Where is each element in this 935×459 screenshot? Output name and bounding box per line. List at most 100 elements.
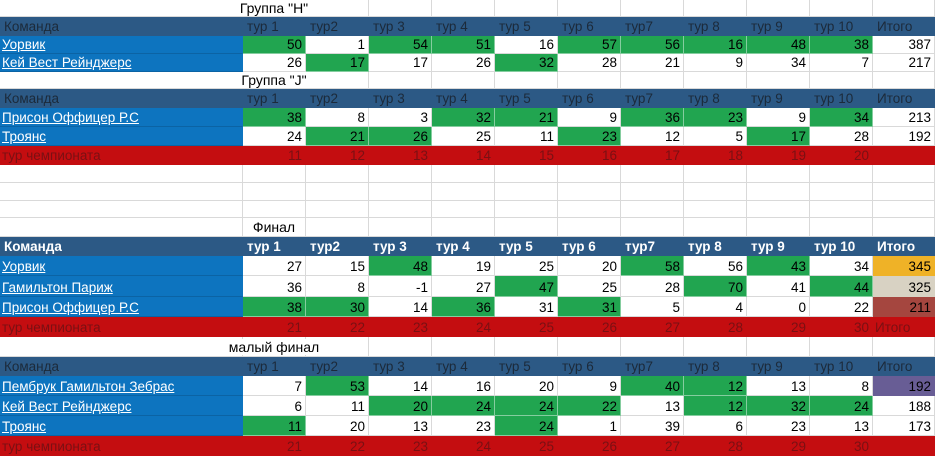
championship-round-cell[interactable]: 21 (243, 317, 306, 337)
score-cell[interactable]: 11 (306, 396, 369, 416)
championship-round-cell[interactable]: 11 (243, 146, 306, 165)
column-header-round-6[interactable]: тур 6 (558, 237, 621, 256)
total-cell-gold[interactable]: 345 (873, 256, 935, 276)
score-cell[interactable]: 48 (747, 36, 810, 54)
score-cell[interactable]: 34 (747, 54, 810, 72)
score-cell[interactable]: 13 (621, 396, 684, 416)
column-header-round-3[interactable]: тур 3 (369, 357, 432, 376)
score-cell[interactable]: 20 (369, 396, 432, 416)
score-cell[interactable]: 6 (684, 416, 747, 436)
column-header-round-10[interactable]: тур 10 (810, 237, 873, 256)
score-cell[interactable]: 8 (306, 276, 369, 297)
column-header-round-6[interactable]: тур 6 (558, 17, 621, 36)
column-header-round-10[interactable]: тур 10 (810, 89, 873, 108)
column-header-round-9[interactable]: тур 9 (747, 237, 810, 256)
score-cell[interactable]: 36 (432, 297, 495, 317)
championship-round-cell[interactable]: 17 (621, 146, 684, 165)
column-header-round-8[interactable]: тур 8 (684, 357, 747, 376)
championship-round-cell[interactable]: 23 (369, 436, 432, 456)
championship-round-cell[interactable]: 20 (810, 146, 873, 165)
column-header-round-8[interactable]: тур 8 (684, 237, 747, 256)
score-cell[interactable]: 7 (810, 54, 873, 72)
championship-round-cell[interactable]: 29 (747, 436, 810, 456)
column-header-team[interactable]: Команда (0, 357, 243, 376)
score-cell[interactable]: 26 (432, 54, 495, 72)
team-name-link[interactable]: Кей Вест Рейнджерс (0, 396, 243, 416)
score-cell[interactable]: 9 (747, 108, 810, 127)
column-header-round-2[interactable]: тур2 (306, 237, 369, 256)
column-header-total[interactable]: Итого (873, 17, 935, 36)
column-header-round-8[interactable]: тур 8 (684, 17, 747, 36)
score-cell[interactable]: 16 (684, 36, 747, 54)
team-name-link[interactable]: Присон Оффицер Р.С (0, 108, 243, 127)
score-cell[interactable]: 32 (747, 396, 810, 416)
column-header-round-1[interactable]: тур 1 (243, 89, 306, 108)
championship-round-cell[interactable]: 28 (684, 436, 747, 456)
championship-round-cell[interactable]: 30 (810, 436, 873, 456)
score-cell[interactable]: 23 (684, 108, 747, 127)
score-cell[interactable]: 32 (432, 108, 495, 127)
championship-round-cell[interactable]: 24 (432, 436, 495, 456)
score-cell[interactable]: -1 (369, 276, 432, 297)
team-name-link[interactable]: Уорвик (0, 256, 243, 276)
section-title-cell[interactable]: Группа "J" (238, 72, 310, 89)
column-header-round-9[interactable]: тур 9 (747, 17, 810, 36)
score-cell[interactable]: 54 (369, 36, 432, 54)
score-cell[interactable]: 24 (810, 396, 873, 416)
championship-round-cell[interactable]: 25 (495, 317, 558, 337)
score-cell[interactable]: 34 (810, 108, 873, 127)
score-cell[interactable]: 9 (558, 376, 621, 396)
championship-round-label[interactable]: тур чемпионата (0, 317, 243, 337)
team-name-link[interactable]: Пембрук Гамильтон Зебрас (0, 376, 243, 396)
column-header-round-1[interactable]: тур 1 (243, 357, 306, 376)
score-cell[interactable]: 27 (432, 276, 495, 297)
championship-round-cell[interactable]: 19 (747, 146, 810, 165)
score-cell[interactable]: 31 (558, 297, 621, 317)
score-cell[interactable]: 11 (243, 416, 306, 436)
score-cell[interactable]: 28 (621, 276, 684, 297)
championship-round-cell[interactable]: 25 (495, 436, 558, 456)
score-cell[interactable]: 30 (306, 297, 369, 317)
column-header-round-7[interactable]: тур7 (621, 237, 684, 256)
championship-round-cell[interactable]: 13 (369, 146, 432, 165)
championship-round-cell[interactable]: 30 (810, 317, 873, 337)
score-cell[interactable]: 12 (621, 127, 684, 146)
column-header-round-9[interactable]: тур 9 (747, 89, 810, 108)
score-cell[interactable]: 19 (432, 256, 495, 276)
column-header-round-5[interactable]: тур 5 (495, 357, 558, 376)
score-cell[interactable]: 38 (810, 36, 873, 54)
score-cell[interactable]: 5 (621, 297, 684, 317)
score-cell[interactable]: 14 (369, 297, 432, 317)
column-header-round-1[interactable]: тур 1 (243, 237, 306, 256)
score-cell[interactable]: 47 (495, 276, 558, 297)
column-header-round-3[interactable]: тур 3 (369, 89, 432, 108)
section-title-cell[interactable]: малый финал (225, 337, 323, 357)
column-header-total[interactable]: Итого (873, 89, 935, 108)
total-cell[interactable]: 213 (873, 108, 935, 127)
score-cell[interactable]: 23 (747, 416, 810, 436)
score-cell[interactable]: 21 (495, 108, 558, 127)
championship-round-cell[interactable]: 28 (684, 317, 747, 337)
score-cell[interactable]: 51 (432, 36, 495, 54)
championship-round-cell[interactable]: 29 (747, 317, 810, 337)
total-cell[interactable]: 217 (873, 54, 935, 72)
score-cell[interactable]: 12 (684, 396, 747, 416)
column-header-round-4[interactable]: тур 4 (432, 357, 495, 376)
score-cell[interactable]: 41 (747, 276, 810, 297)
score-cell[interactable]: 27 (243, 256, 306, 276)
score-cell[interactable]: 40 (621, 376, 684, 396)
score-cell[interactable]: 32 (495, 54, 558, 72)
score-cell[interactable]: 39 (621, 416, 684, 436)
total-cell-purple[interactable]: 192 (873, 376, 935, 396)
score-cell[interactable]: 8 (306, 108, 369, 127)
column-header-round-7[interactable]: тур7 (621, 357, 684, 376)
score-cell[interactable]: 25 (558, 276, 621, 297)
championship-round-cell[interactable]: 24 (432, 317, 495, 337)
team-name-link[interactable]: Гамильтон Париж (0, 276, 243, 297)
section-title-cell[interactable]: Группа "H" (236, 0, 312, 17)
score-cell[interactable]: 9 (558, 108, 621, 127)
score-cell[interactable]: 1 (306, 36, 369, 54)
score-cell[interactable]: 21 (306, 127, 369, 146)
score-cell[interactable]: 14 (369, 376, 432, 396)
team-name-link[interactable]: Уорвик (0, 36, 243, 54)
